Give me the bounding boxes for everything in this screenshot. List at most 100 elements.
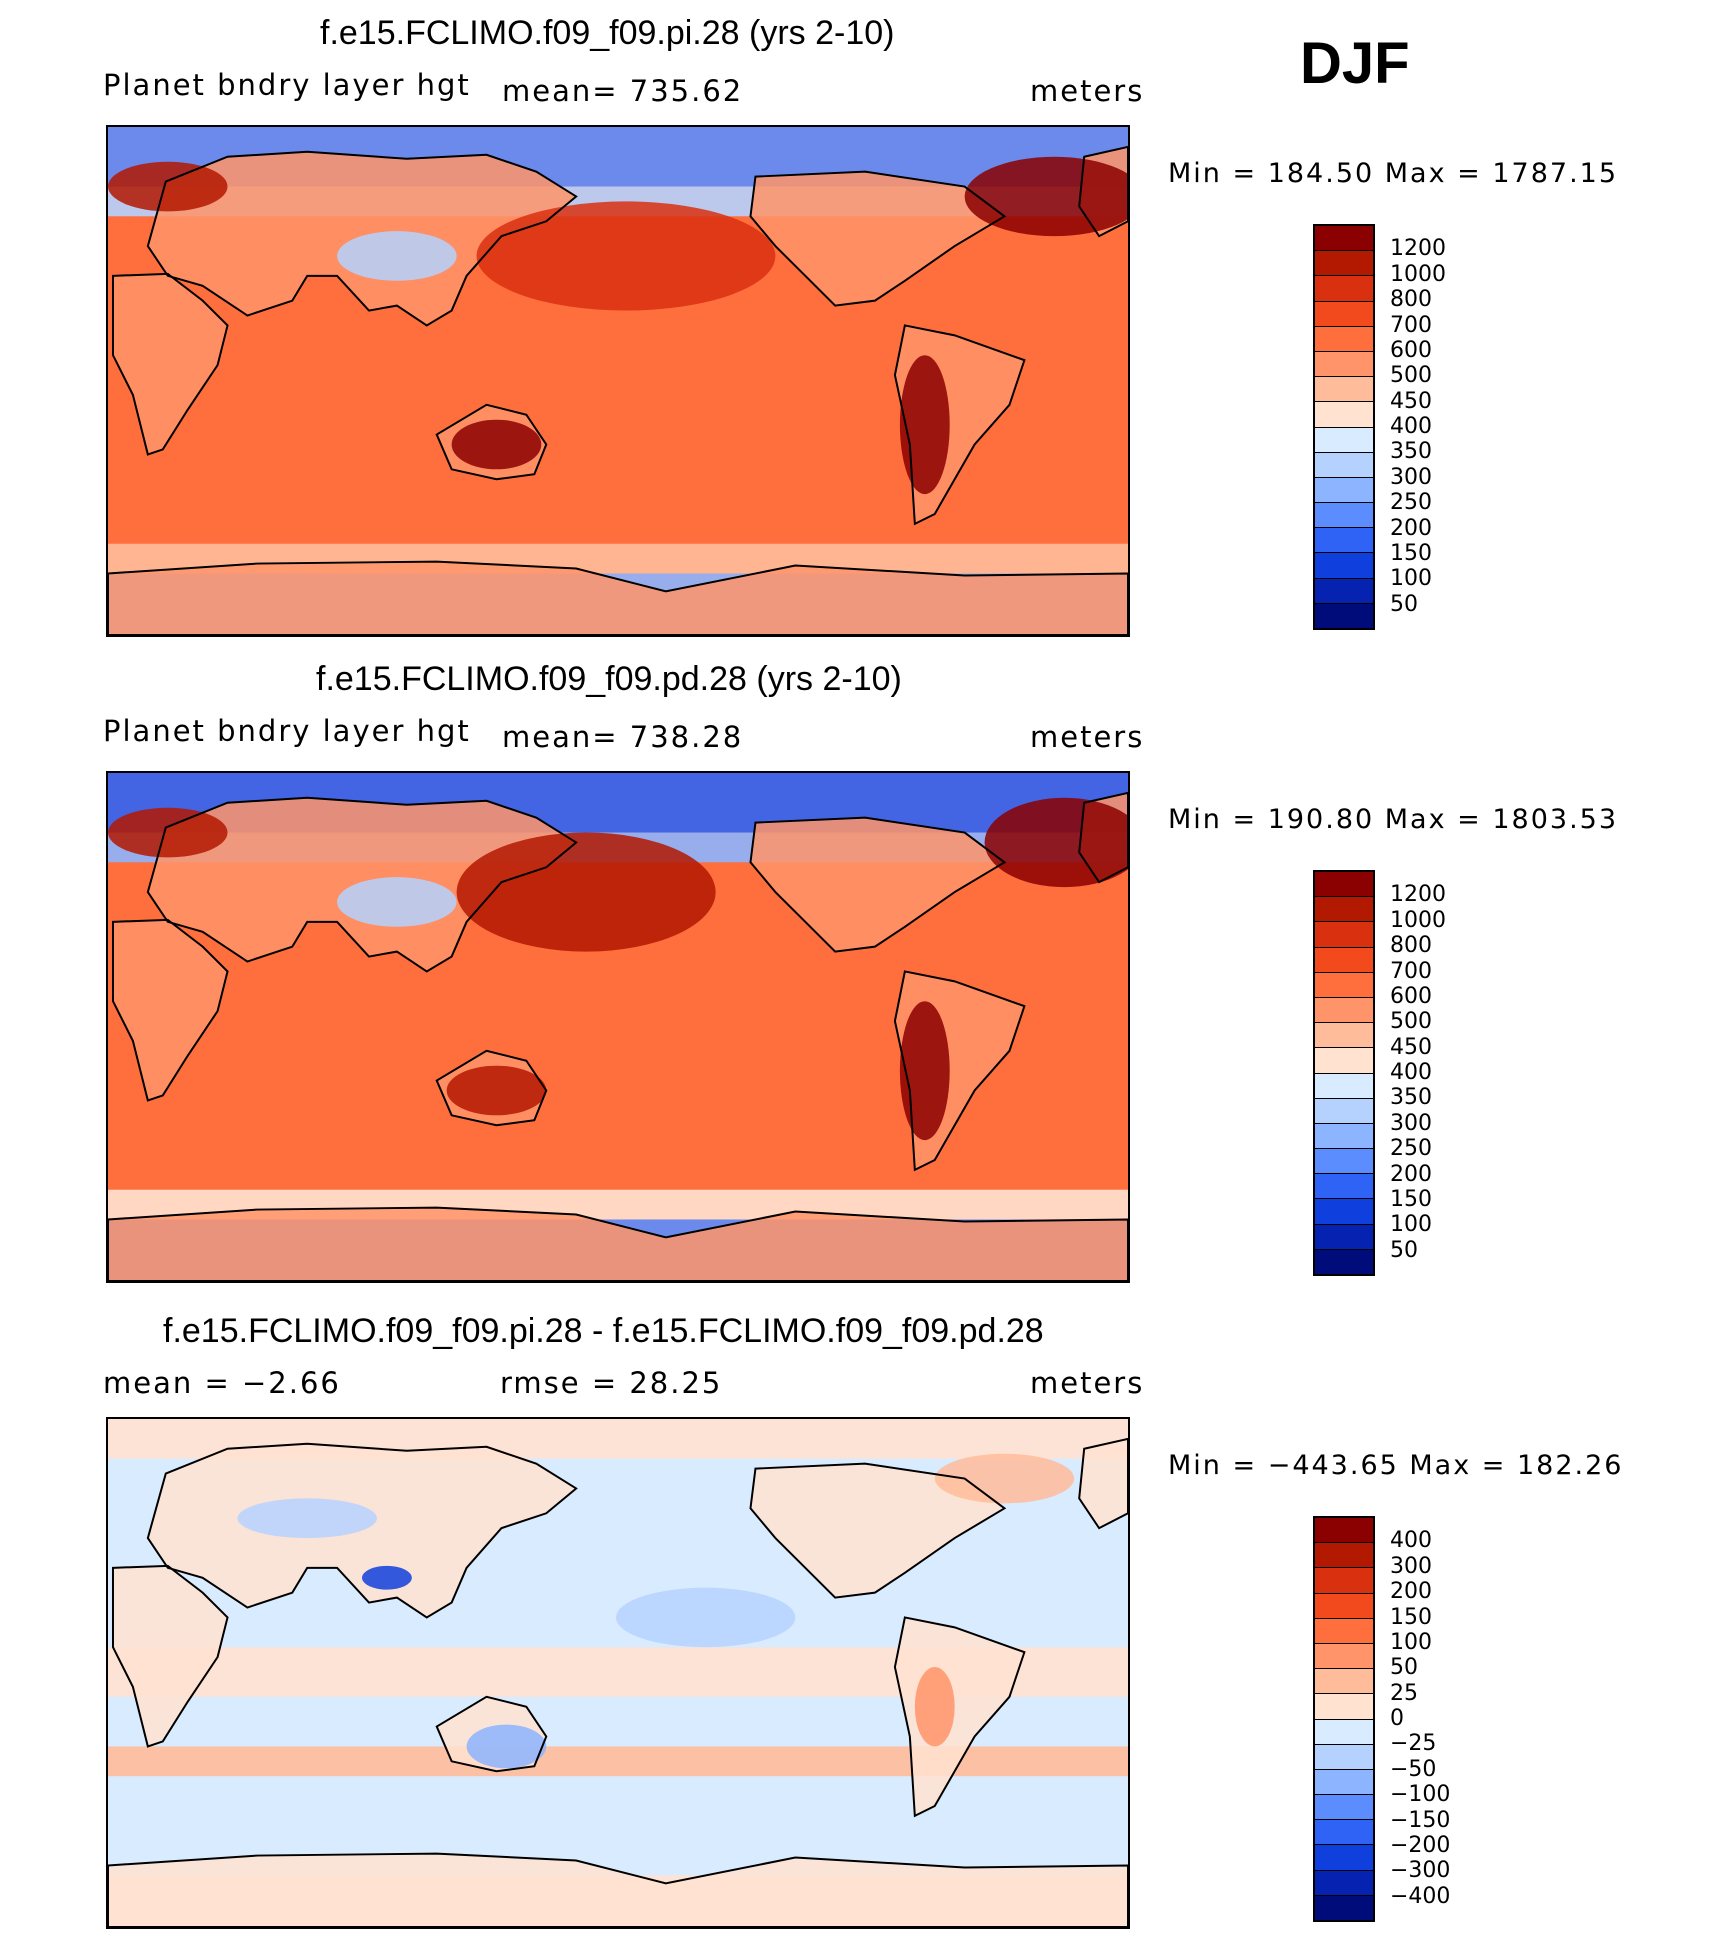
coastline xyxy=(108,1852,1128,1927)
coastline xyxy=(1078,791,1128,884)
colorbar-swatch xyxy=(1315,452,1373,478)
colorbar-tick-label: 150 xyxy=(1390,1604,1432,1630)
coastline xyxy=(893,970,1026,1172)
colorbar-tick-label: 200 xyxy=(1390,1161,1432,1187)
colorbar-tick-label: 800 xyxy=(1390,287,1432,313)
colorbar-tick-label: 400 xyxy=(1390,1060,1432,1085)
colorbar-tick-label: −50 xyxy=(1390,1756,1437,1782)
map-canvas xyxy=(108,1419,1128,1927)
colorbar-swatch xyxy=(1315,1199,1373,1225)
map-field-blob xyxy=(899,355,950,495)
colorbar-swatch xyxy=(1315,872,1373,898)
colorbar-swatch xyxy=(1315,1048,1373,1074)
colorbar-tick-label: 50 xyxy=(1390,591,1418,617)
coastline xyxy=(111,272,229,456)
map-land-field xyxy=(112,1565,228,1747)
colorbar-tick-label: 500 xyxy=(1390,363,1432,389)
colorbar-tick-label: 350 xyxy=(1390,1085,1432,1111)
coastline xyxy=(146,1442,578,1619)
colorbar-swatch xyxy=(1315,1149,1373,1175)
colorbar-tick-label: 800 xyxy=(1390,933,1432,959)
colorbar-swatch xyxy=(1315,1845,1373,1871)
colorbar-swatch xyxy=(1315,1568,1373,1594)
colorbar-swatch xyxy=(1315,897,1373,923)
colorbar-swatch xyxy=(1315,528,1373,554)
colorbar-tick-label: 200 xyxy=(1390,515,1432,541)
colorbar-tick-label: 1200 xyxy=(1390,882,1446,908)
colorbar-swatch xyxy=(1315,377,1373,403)
colorbar-swatch xyxy=(1315,427,1373,453)
colorbar-swatch xyxy=(1315,1820,1373,1846)
colorbar-swatch xyxy=(1315,1769,1373,1796)
colorbar-tick-label: 250 xyxy=(1390,490,1432,516)
panel1-variable: Planet bndry layer hgt xyxy=(103,68,471,102)
colorbar-swatch xyxy=(1315,276,1373,302)
coastline xyxy=(435,1695,548,1773)
colorbar-tick-label: 300 xyxy=(1390,1110,1432,1136)
colorbar-tick-label: −100 xyxy=(1390,1782,1451,1808)
colorbar-tick-label: 250 xyxy=(1390,1136,1432,1162)
panel2-minmax: Min = 190.80 Max = 1803.53 xyxy=(1168,804,1619,835)
coastline xyxy=(108,560,1128,635)
colorbar-tick-label: 25 xyxy=(1390,1680,1418,1706)
panel2-title: f.e15.FCLIMO.f09_f09.pd.28 (yrs 2-10) xyxy=(316,660,902,698)
colorbar-tick-label: 400 xyxy=(1390,414,1432,439)
panel3-mean: mean = −2.66 xyxy=(103,1366,341,1400)
colorbar-tick-label: −150 xyxy=(1390,1807,1451,1833)
colorbar-tick-label: 100 xyxy=(1390,1212,1432,1238)
colorbar-swatch xyxy=(1315,922,1373,948)
colorbar-swatch xyxy=(1315,477,1373,504)
coastline xyxy=(893,1616,1026,1818)
colorbar-swatch xyxy=(1315,1123,1373,1150)
coastline xyxy=(893,324,1026,526)
colorbar-tick-label: −25 xyxy=(1390,1731,1437,1757)
map-field-blob xyxy=(934,1453,1075,1504)
map-field-blob xyxy=(108,807,228,858)
colorbar-tick-label: 200 xyxy=(1390,1579,1432,1605)
colorbar-tick-label: 1000 xyxy=(1390,261,1446,287)
colorbar-swatch xyxy=(1315,503,1373,529)
colorbar-swatch xyxy=(1315,1174,1373,1200)
colorbar-tick-label: 1000 xyxy=(1390,907,1446,933)
colorbar-swatch xyxy=(1315,603,1373,628)
colorbar-tick-label: 0 xyxy=(1390,1706,1404,1731)
panel2-colorbar xyxy=(1313,870,1375,1276)
colorbar-swatch xyxy=(1315,326,1373,352)
colorbar-swatch xyxy=(1315,553,1373,579)
panel1-mean: mean= 735.62 xyxy=(502,74,744,108)
panel2-mean: mean= 738.28 xyxy=(502,720,744,754)
colorbar-tick-label: 300 xyxy=(1390,464,1432,490)
colorbar-swatch xyxy=(1315,226,1373,252)
colorbar-swatch xyxy=(1315,1593,1373,1619)
colorbar-tick-label: 600 xyxy=(1390,337,1432,363)
coastline xyxy=(1078,1437,1128,1530)
map-field-blob xyxy=(337,877,457,927)
colorbar-tick-label: −200 xyxy=(1390,1832,1451,1858)
coastline xyxy=(749,170,1007,307)
map-land-field xyxy=(108,561,1128,635)
colorbar-swatch xyxy=(1315,1098,1373,1124)
map-land-field xyxy=(750,171,1005,306)
coastline xyxy=(435,1049,548,1127)
colorbar-swatch xyxy=(1315,1870,1373,1896)
colorbar-swatch xyxy=(1315,1249,1373,1274)
map-field-blob xyxy=(446,1065,547,1116)
map-land-field xyxy=(112,273,228,455)
coastline xyxy=(749,1462,1007,1599)
panel3-colorbar xyxy=(1313,1516,1375,1922)
colorbar-swatch xyxy=(1315,1224,1373,1250)
colorbar-tick-label: 150 xyxy=(1390,540,1432,566)
coastline xyxy=(749,816,1007,953)
map-land-field xyxy=(112,919,228,1101)
coastline xyxy=(108,1206,1128,1281)
colorbar-swatch xyxy=(1315,1694,1373,1720)
colorbar-swatch xyxy=(1315,251,1373,277)
panel1-title: f.e15.FCLIMO.f09_f09.pi.28 (yrs 2-10) xyxy=(320,14,895,52)
map-field-blob xyxy=(456,832,716,952)
colorbar-tick-label: 600 xyxy=(1390,983,1432,1009)
map-land-field xyxy=(750,817,1005,952)
colorbar-swatch xyxy=(1315,1669,1373,1695)
map-field-blob xyxy=(237,1498,377,1539)
colorbar-tick-label: 500 xyxy=(1390,1009,1432,1035)
map-field-blob xyxy=(616,1587,796,1648)
